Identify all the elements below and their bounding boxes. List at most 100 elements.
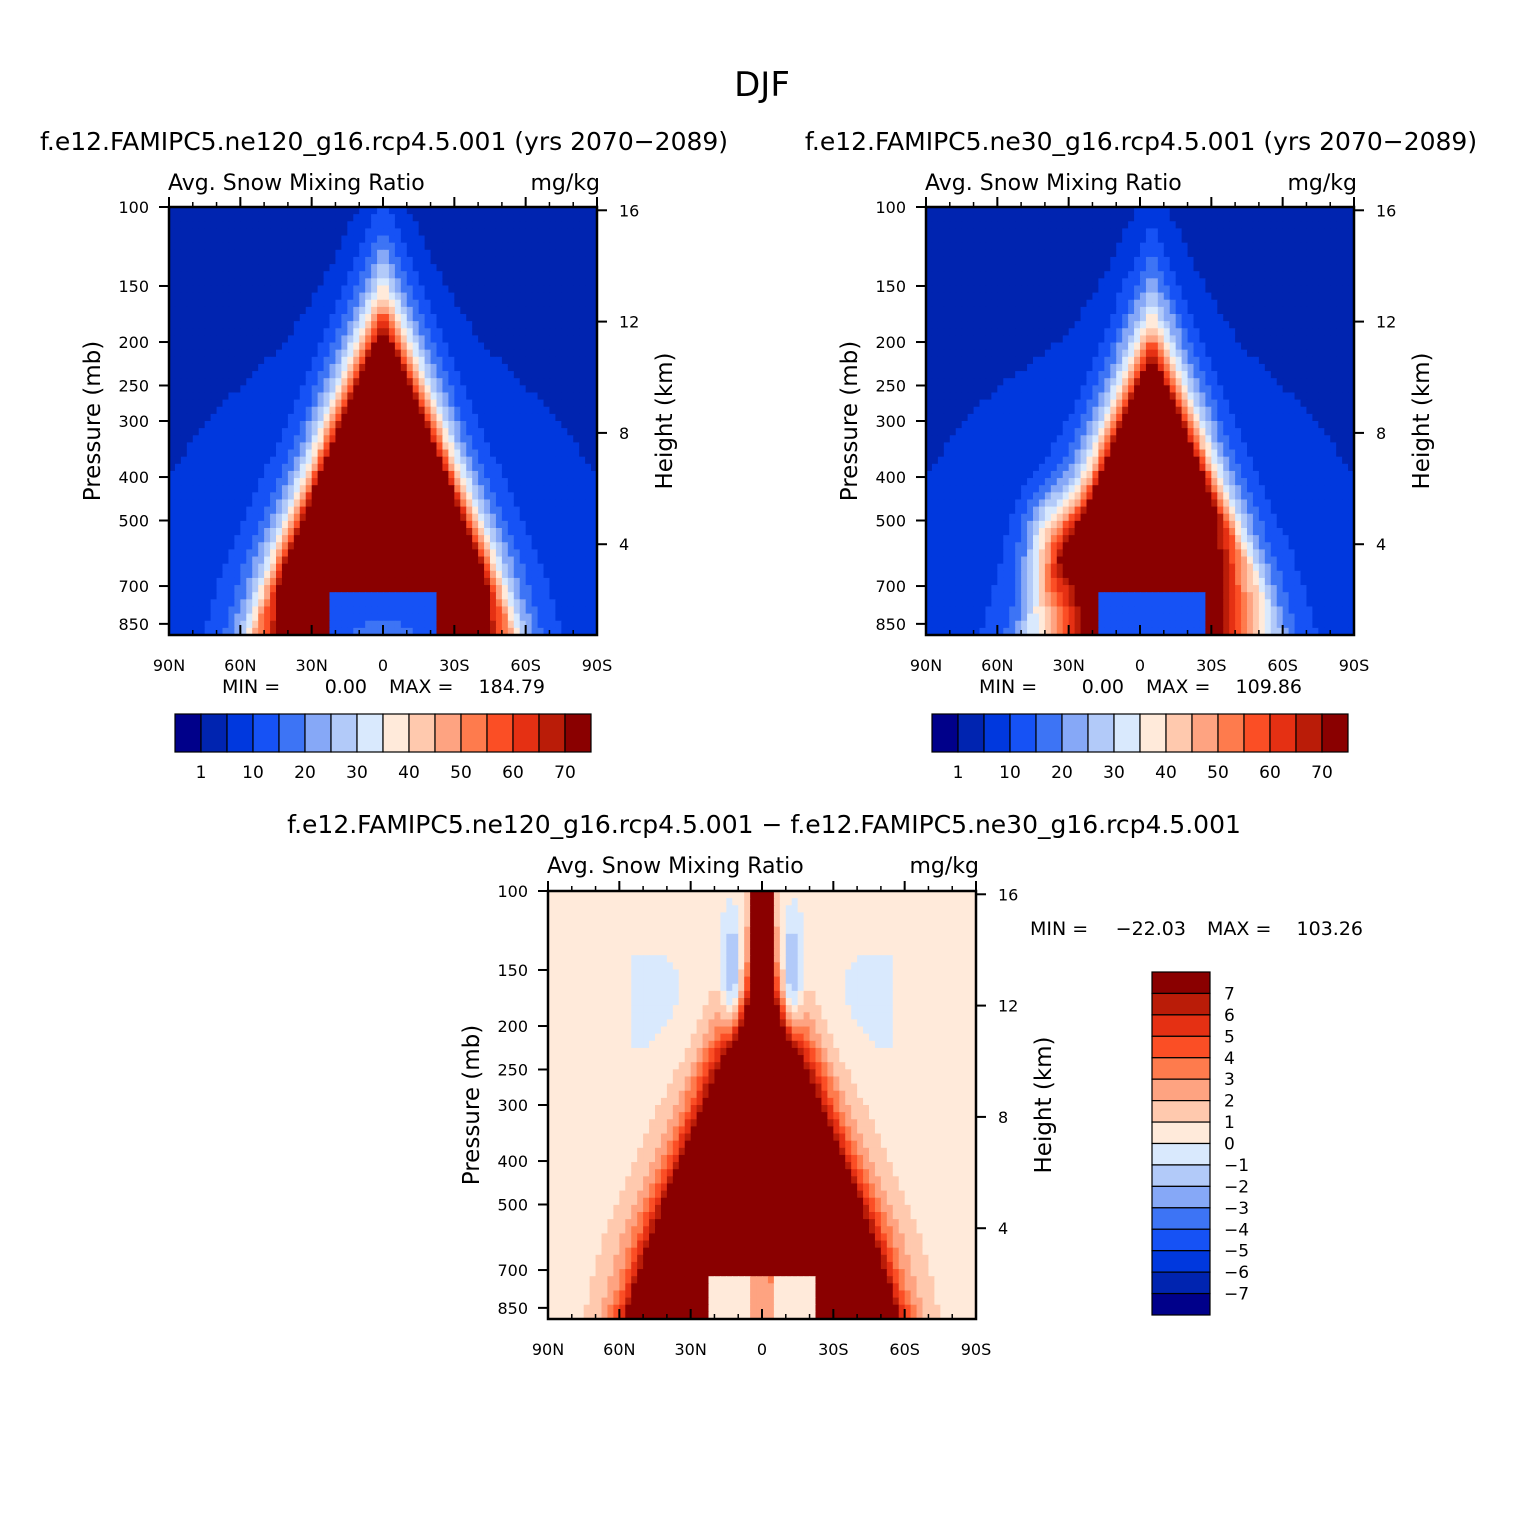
field-cell: [223, 564, 230, 572]
field-cell: [199, 221, 206, 229]
field-cell: [347, 243, 354, 251]
field-cell: [312, 243, 319, 251]
field-cell: [437, 585, 444, 593]
field-cell: [258, 221, 265, 229]
field-cell: [288, 378, 295, 386]
field-cell: [288, 435, 295, 443]
field-cell: [401, 485, 408, 493]
field-cell: [1295, 250, 1302, 258]
field-cell: [353, 507, 360, 515]
field-cell: [234, 400, 241, 408]
field-cell: [389, 450, 396, 458]
field-cell: [448, 314, 455, 322]
field-cell: [383, 378, 390, 386]
field-cell: [312, 457, 319, 465]
field-cell: [324, 378, 331, 386]
field-cell: [460, 400, 467, 408]
field-cell: [276, 321, 283, 329]
field-cell: [401, 400, 408, 408]
field-cell: [217, 621, 224, 629]
field-cell: [1021, 250, 1028, 258]
field-cell: [264, 328, 271, 336]
field-cell: [324, 592, 331, 600]
field-cell: [300, 599, 307, 607]
field-cell: [413, 557, 420, 565]
field-cell: [228, 328, 235, 336]
field-cell: [306, 442, 313, 450]
field-cell: [211, 464, 218, 472]
field-cell: [1265, 214, 1272, 222]
field-cell: [437, 257, 444, 265]
field-cell: [359, 350, 366, 358]
field-cell: [175, 307, 182, 315]
field-cell: [341, 614, 348, 622]
field-cell: [258, 421, 265, 429]
field-cell: [454, 307, 461, 315]
field-cell: [193, 428, 200, 436]
field-cell: [240, 250, 247, 258]
field-cell: [306, 564, 313, 572]
field-cell: [223, 599, 230, 607]
field-cell: [288, 250, 295, 258]
field-cell: [573, 307, 580, 315]
field-cell: [341, 214, 348, 222]
field-cell: [448, 492, 455, 500]
field-cell: [431, 236, 438, 244]
field-cell: [234, 236, 241, 244]
field-cell: [544, 549, 551, 557]
field-cell: [431, 285, 438, 293]
field-cell: [538, 578, 545, 586]
field-cell: [567, 285, 574, 293]
field-cell: [288, 243, 295, 251]
field-cell: [306, 357, 313, 365]
field-cell: [187, 528, 194, 536]
field-cell: [968, 236, 975, 244]
field-cell: [306, 407, 313, 415]
field-cell: [1075, 228, 1082, 236]
field-cell: [371, 592, 378, 600]
field-cell: [538, 585, 545, 593]
field-cell: [205, 549, 212, 557]
field-cell: [478, 499, 485, 507]
field-cell: [306, 421, 313, 429]
field-cell: [341, 357, 348, 365]
field-cell: [1312, 214, 1319, 222]
field-cell: [437, 271, 444, 279]
field-cell: [211, 371, 218, 379]
field-cell: [425, 392, 432, 400]
field-cell: [246, 385, 253, 393]
field-cell: [555, 243, 562, 251]
field-cell: [419, 464, 426, 472]
field-cell: [312, 285, 319, 293]
field-cell: [431, 214, 438, 222]
field-cell: [466, 243, 473, 251]
field-cell: [448, 250, 455, 258]
field-cell: [288, 392, 295, 400]
field-cell: [389, 214, 396, 222]
field-cell: [431, 271, 438, 279]
field-cell: [555, 371, 562, 379]
field-cell: [187, 264, 194, 272]
field-cell: [502, 614, 509, 622]
field-cell: [306, 521, 313, 529]
field-cell: [252, 343, 259, 351]
field-cell: [442, 535, 449, 543]
field-cell: [419, 221, 426, 229]
field-cell: [294, 236, 301, 244]
field-cell: [561, 557, 568, 565]
field-cell: [187, 435, 194, 443]
field-cell: [538, 407, 545, 415]
field-cell: [514, 271, 521, 279]
field-cell: [175, 335, 182, 343]
field-cell: [175, 214, 182, 222]
field-cell: [561, 314, 568, 322]
field-cell: [1342, 221, 1349, 229]
field-cell: [573, 243, 580, 251]
field-cell: [175, 528, 182, 536]
field-cell: [585, 314, 592, 322]
field-cell: [526, 578, 533, 586]
field-cell: [520, 321, 527, 329]
field-cell: [371, 442, 378, 450]
field-cell: [389, 285, 396, 293]
field-cell: [561, 343, 568, 351]
